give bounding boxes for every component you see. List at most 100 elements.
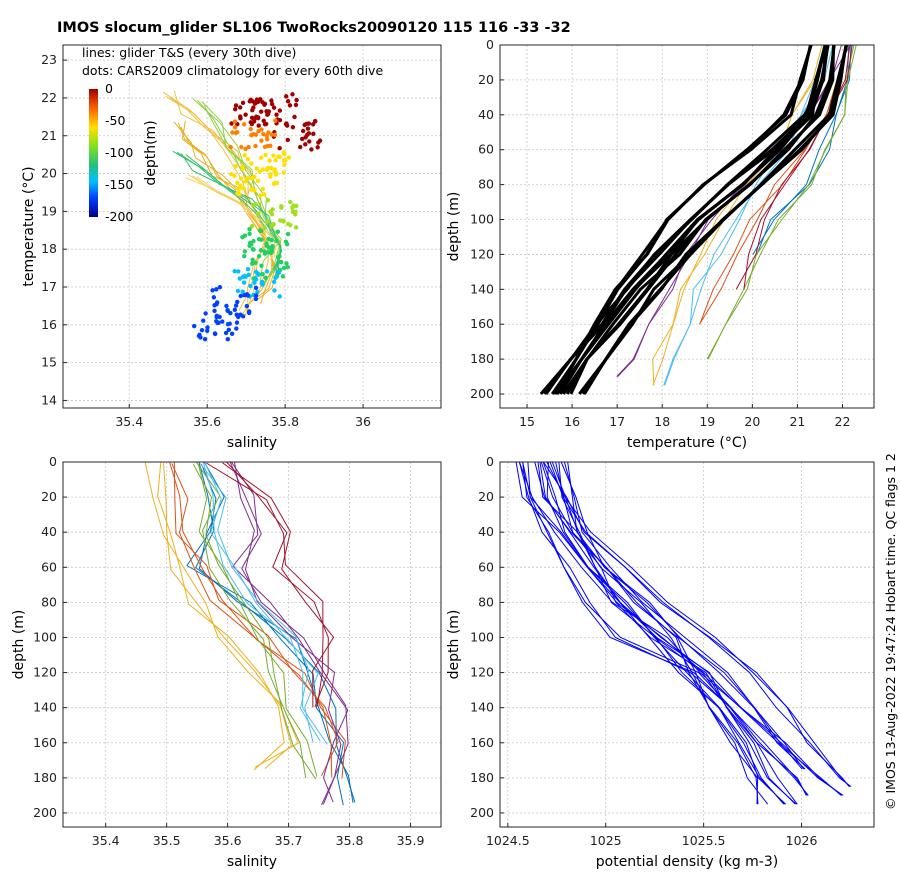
climatology-dot <box>238 114 243 119</box>
climatology-dot <box>268 143 273 148</box>
x-tick-label: 1025.5 <box>682 833 726 848</box>
axes-frame <box>62 44 442 409</box>
climatology-dot <box>225 307 230 313</box>
climatology-dot <box>233 303 239 308</box>
climatology-dot <box>255 178 261 183</box>
x-tick-label: 35.7 <box>275 833 303 848</box>
salinity-line-glider-7 <box>225 462 329 707</box>
climatology-dot <box>191 323 197 329</box>
climatology-dot <box>251 105 256 110</box>
x-axis-label: salinity <box>227 435 277 451</box>
climatology-dot <box>242 233 248 238</box>
y-tick-label: 18 <box>41 241 57 256</box>
climatology-dot <box>244 292 250 297</box>
climatology-dot <box>229 331 235 336</box>
climatology-dot <box>290 205 295 211</box>
climatology-dot <box>228 171 234 177</box>
climatology-dot <box>234 312 239 317</box>
density-line-glider-5 <box>567 462 803 770</box>
climatology-dot <box>214 302 219 307</box>
climatology-dot <box>285 99 291 104</box>
climatology-dot <box>239 144 244 150</box>
y-axis-label: temperature (°C) <box>21 166 37 286</box>
density-line-glider-7 <box>522 462 809 796</box>
climatology-dot <box>267 158 272 163</box>
climatology-dot <box>307 139 312 144</box>
x-tick-label: 1024.5 <box>486 833 530 848</box>
climatology-dot <box>273 180 278 186</box>
climatology-dot <box>284 94 289 99</box>
climatology-dot <box>264 133 269 139</box>
climatology-dot <box>262 144 268 150</box>
x-tick-label: 20 <box>744 414 760 429</box>
climatology-dot <box>248 97 253 103</box>
climatology-dot <box>299 136 305 142</box>
climatology-dot <box>253 296 259 302</box>
axes-frame <box>499 44 875 409</box>
y-tick-label: 200 <box>470 805 494 820</box>
climatology-dot <box>275 229 281 235</box>
x-axis-label: temperature (°C) <box>627 435 747 451</box>
y-tick-label: 22 <box>41 90 57 105</box>
climatology-dot <box>241 122 247 127</box>
climatology-dot <box>220 319 225 324</box>
climatology-dot <box>300 128 306 134</box>
x-tick-label: 1025 <box>590 833 622 848</box>
glider-temp-line-glider-7 <box>743 45 851 290</box>
climatology-dot <box>237 105 243 110</box>
climatology-dot <box>216 320 221 325</box>
climatology-dot <box>283 158 288 163</box>
climatology-temp-line-clim-4 <box>581 45 848 395</box>
climatology-dot <box>305 126 311 131</box>
climatology-dot <box>260 167 265 172</box>
climatology-dot <box>256 128 261 134</box>
panel-dens-depth: 1024.5 1025 1025.5 1026 0 20 40 60 80 100 120 140 16… <box>446 454 875 870</box>
glider-temp-line-glider-7 <box>735 45 853 290</box>
colorbar-tick-label: -100 <box>105 145 133 160</box>
panel-sal-depth: 35.4 35.5 35.6 35.7 35.8 35.9 0 20 40 60 80 100 120 1… <box>11 454 442 870</box>
y-axis-label: depth (m) <box>446 192 462 262</box>
climatology-dot <box>252 174 257 179</box>
y-tick-label: 180 <box>33 770 57 785</box>
y-tick-label: 120 <box>470 246 494 261</box>
climatology-dot <box>253 260 258 265</box>
climatology-dot <box>288 199 293 205</box>
climatology-dot <box>306 131 312 136</box>
climatology-dot <box>268 174 273 179</box>
x-tick-label: 19 <box>699 414 715 429</box>
climatology-dot <box>269 212 275 217</box>
glider-temp-line-glider-2 <box>699 45 846 325</box>
y-tick-label: 16 <box>41 317 57 332</box>
climatology-dot <box>264 137 270 142</box>
salinity-line-glider-5 <box>192 463 317 780</box>
panel-temp-depth: 15 16 17 18 19 20 21 22 0 20 40 60 80 100 120 140 160 180… <box>446 37 875 451</box>
climatology-dot <box>235 180 240 186</box>
y-tick-label: 100 <box>470 629 494 644</box>
salinity-line-glider-3 <box>163 462 292 769</box>
climatology-dot <box>263 152 268 158</box>
y-tick-label: 23 <box>41 52 57 67</box>
x-tick-label: 35.6 <box>193 414 221 429</box>
x-tick-label: 35.4 <box>92 833 120 848</box>
x-tick-label: 35.9 <box>397 833 425 848</box>
climatology-dot <box>287 103 293 108</box>
climatology-dot <box>260 282 265 287</box>
climatology-dot <box>252 187 257 193</box>
climatology-dot <box>280 274 286 279</box>
y-tick-label: 19 <box>41 203 57 218</box>
glider-temp-line-glider-5 <box>706 45 857 360</box>
climatology-dot <box>274 112 279 117</box>
climatology-dot <box>253 132 259 137</box>
climatology-dot <box>245 156 251 162</box>
climatology-dot <box>261 118 266 123</box>
climatology-dot <box>232 119 238 124</box>
climatology-dot <box>277 294 282 299</box>
x-tick-label: 16 <box>564 414 580 429</box>
climatology-dot <box>243 146 248 152</box>
climatology-dot <box>317 138 323 143</box>
climatology-dot <box>238 293 243 299</box>
salinity-line-glider-6 <box>204 463 319 743</box>
climatology-dot <box>281 219 286 224</box>
climatology-dot <box>290 124 296 130</box>
climatology-dot <box>232 269 237 274</box>
